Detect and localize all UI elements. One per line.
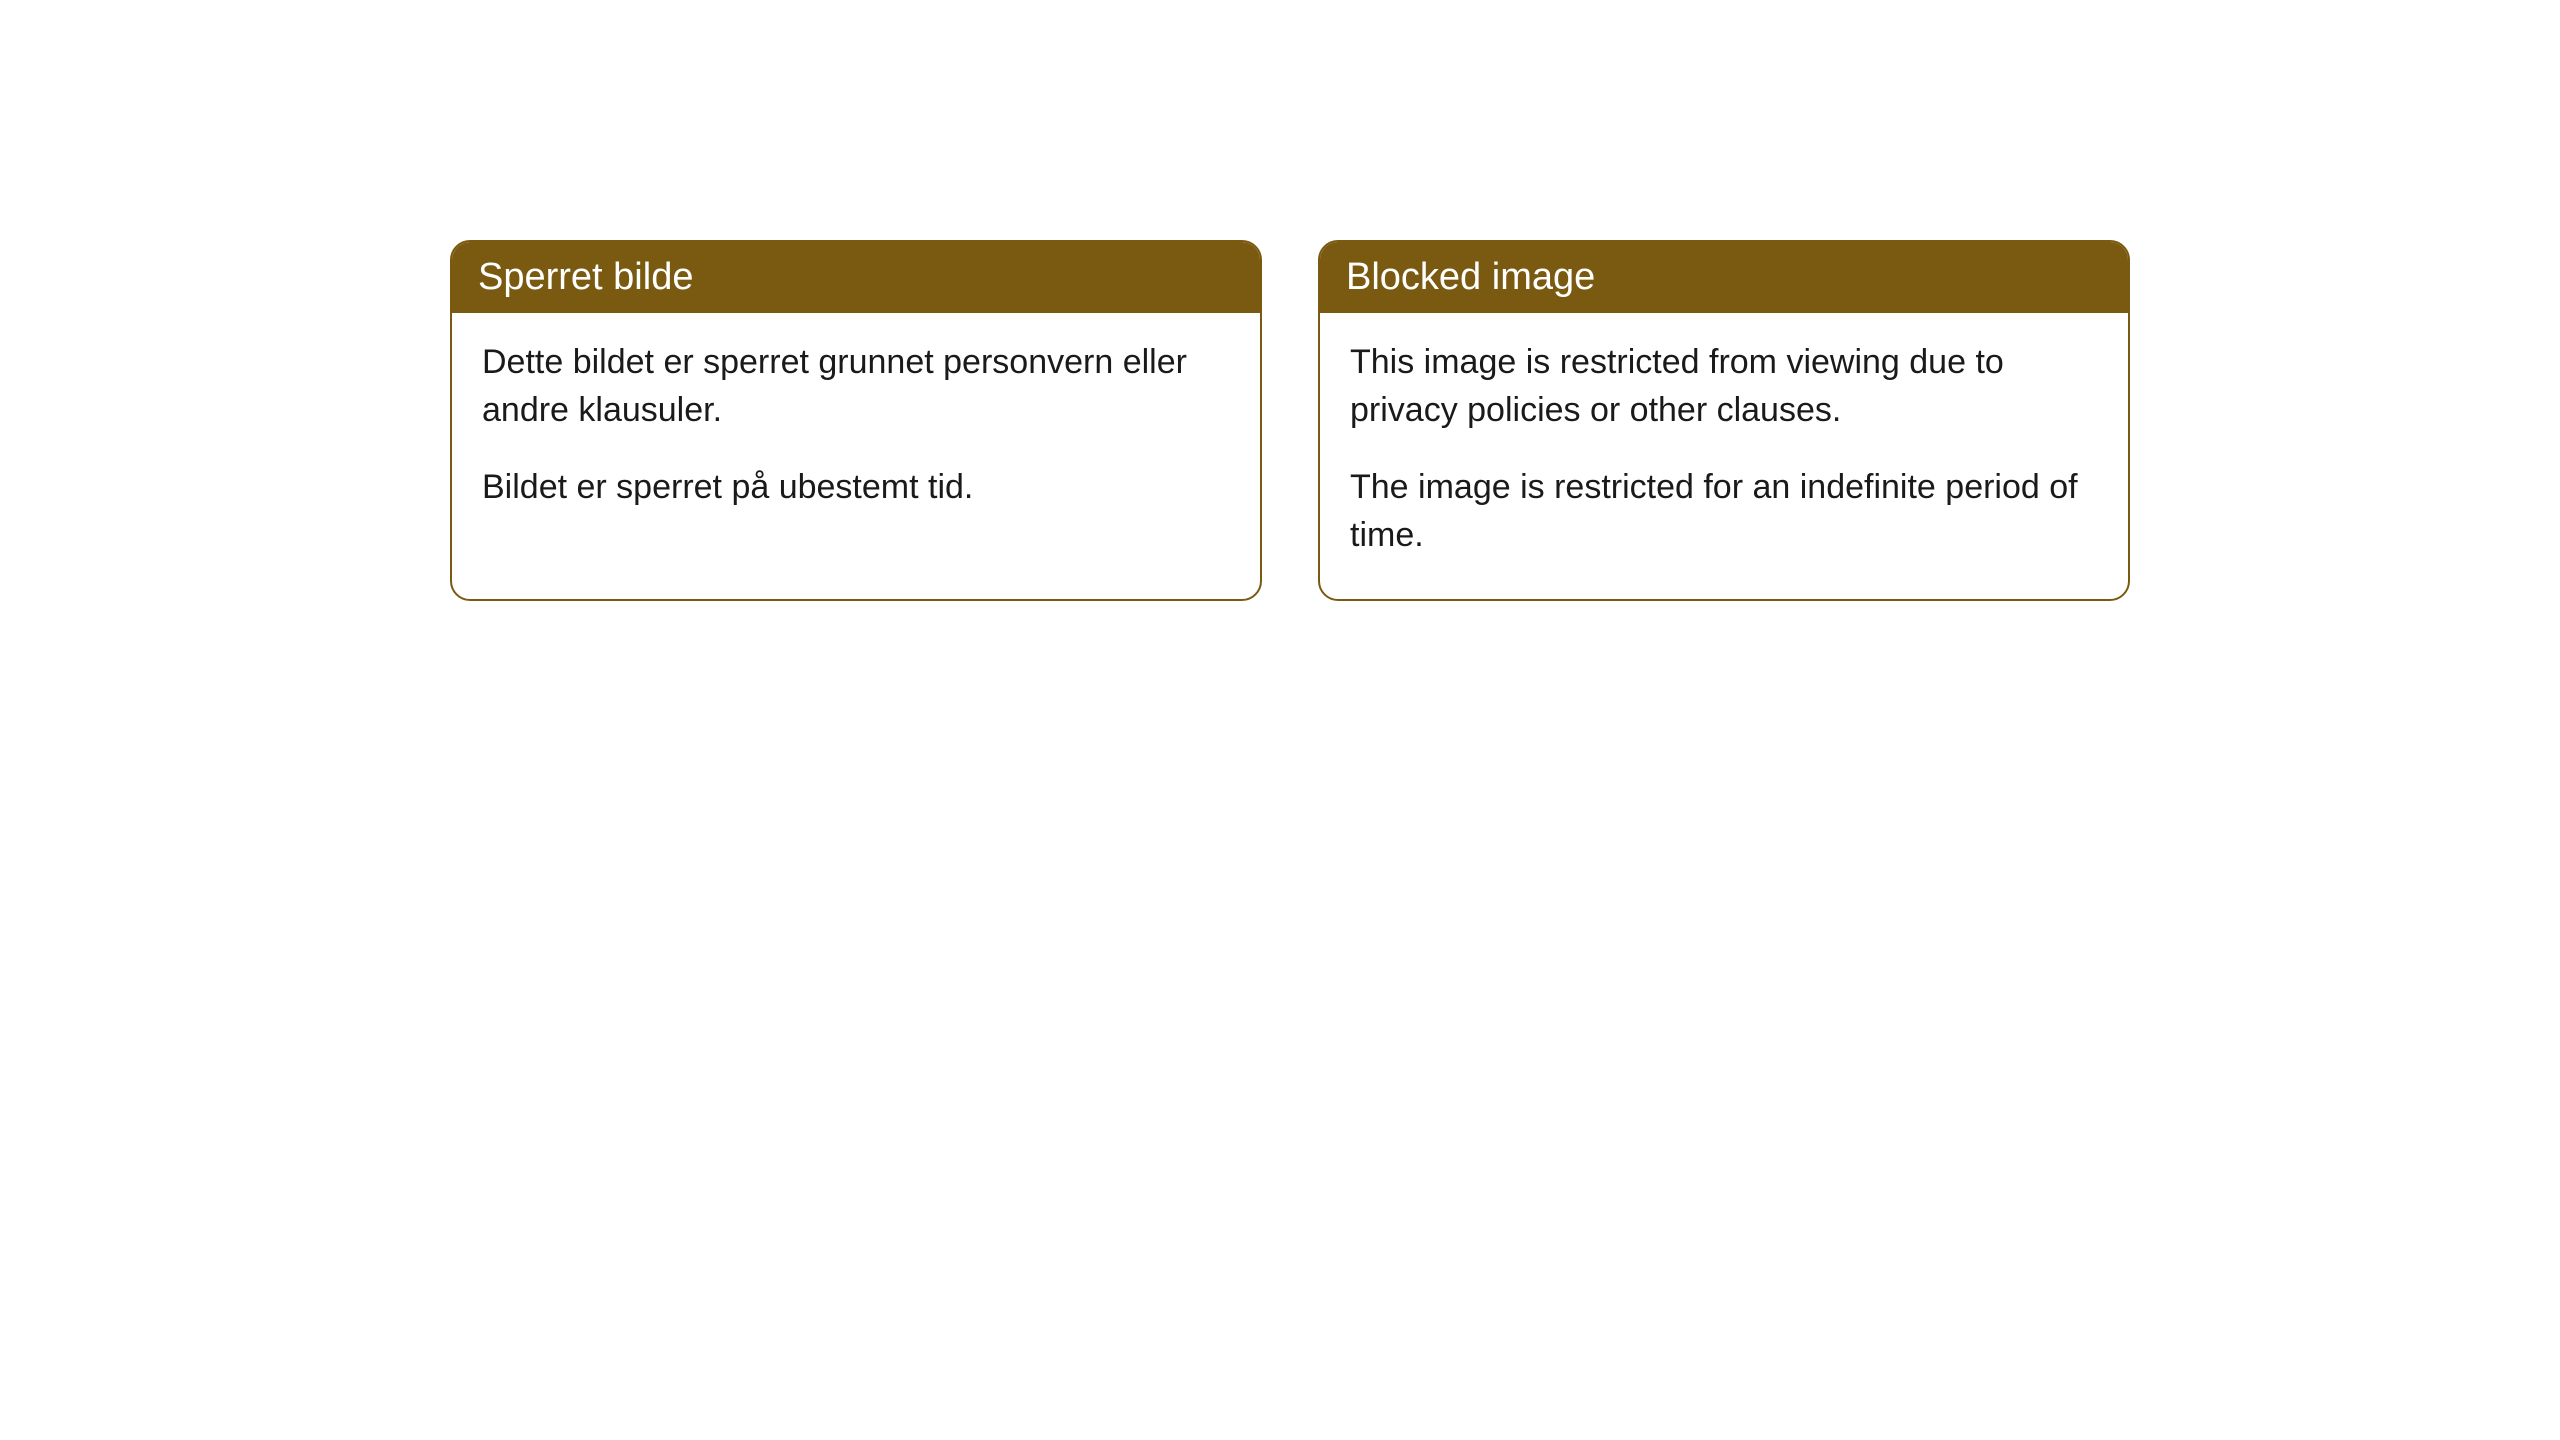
card-body: Dette bildet er sperret grunnet personve… (452, 313, 1260, 552)
card-title: Blocked image (1346, 256, 1595, 298)
card-paragraph: The image is restricted for an indefinit… (1350, 464, 2098, 559)
notice-card-norwegian: Sperret bilde Dette bildet er sperret gr… (450, 240, 1262, 601)
card-header: Sperret bilde (452, 242, 1260, 313)
notice-card-english: Blocked image This image is restricted f… (1318, 240, 2130, 601)
card-paragraph: Bildet er sperret på ubestemt tid. (482, 464, 1230, 512)
card-body: This image is restricted from viewing du… (1320, 313, 2128, 599)
card-paragraph: This image is restricted from viewing du… (1350, 339, 2098, 434)
card-header: Blocked image (1320, 242, 2128, 313)
card-paragraph: Dette bildet er sperret grunnet personve… (482, 339, 1230, 434)
notice-cards-container: Sperret bilde Dette bildet er sperret gr… (450, 240, 2130, 601)
card-title: Sperret bilde (478, 256, 693, 298)
